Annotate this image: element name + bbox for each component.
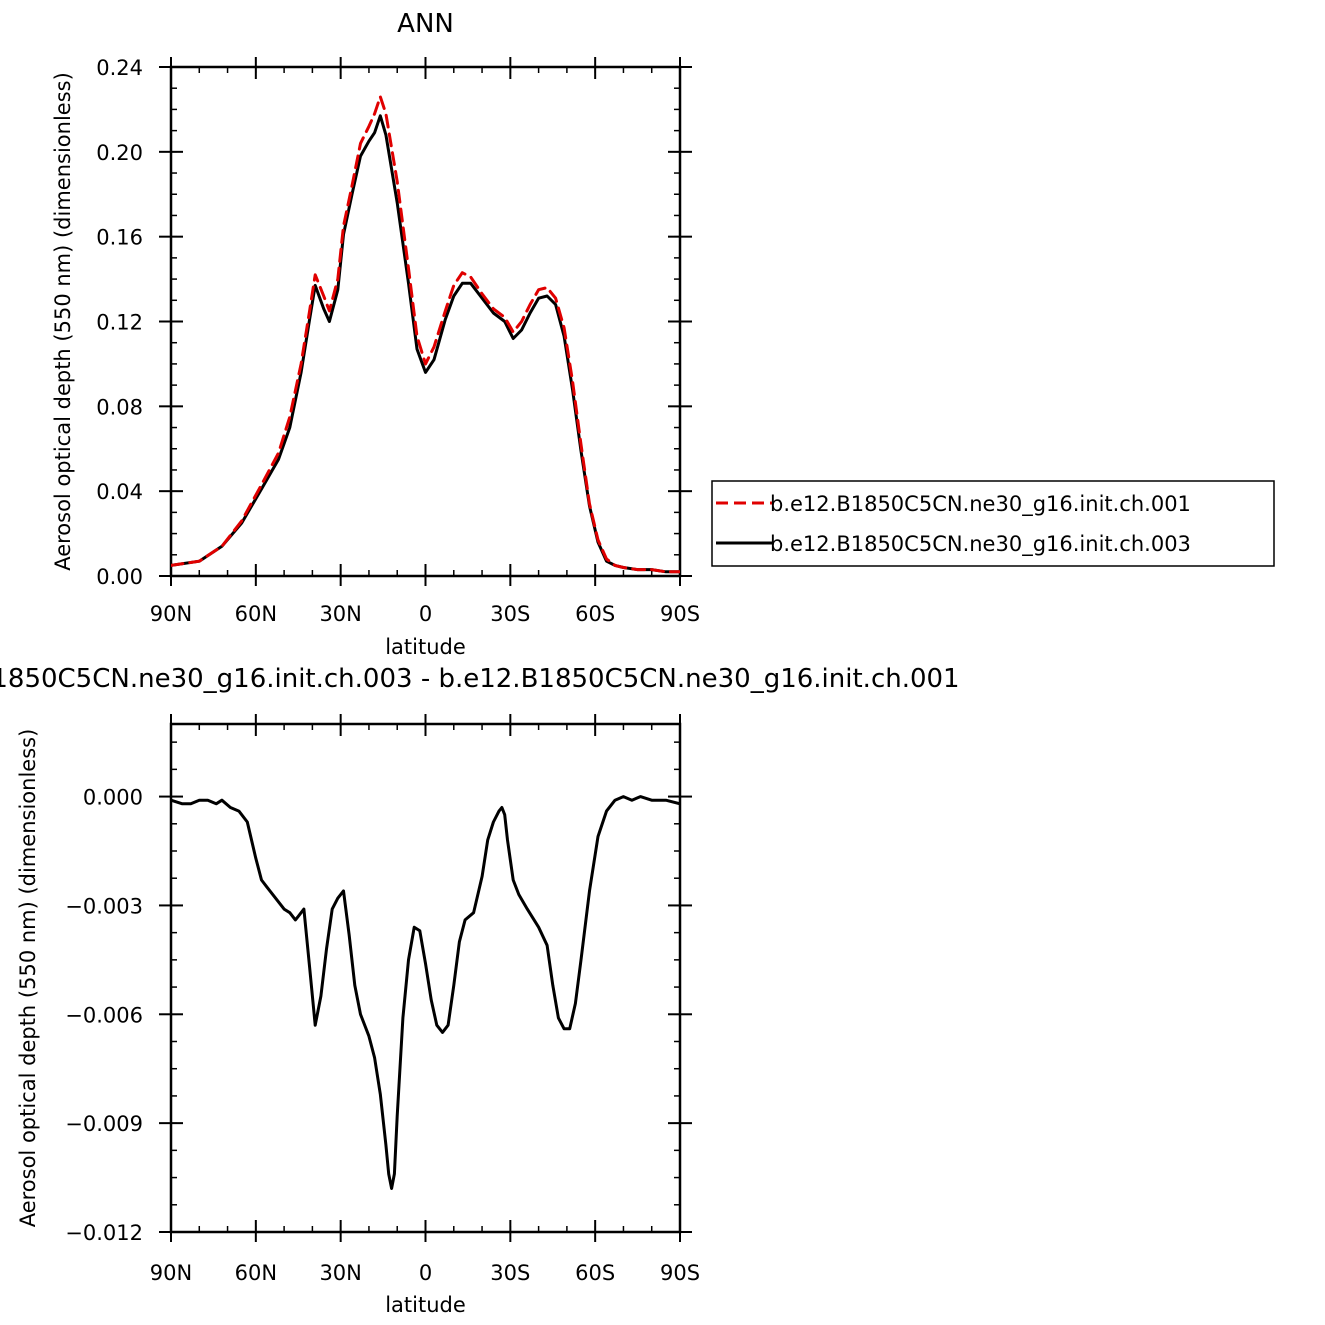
plot-frame bbox=[169, 722, 682, 1234]
x-tick-label: 60S bbox=[575, 1261, 615, 1285]
x-tick-label: 90S bbox=[660, 602, 700, 626]
chart-title: b.e12.B1850C5CN.ne30_g16.init.ch.003 - b… bbox=[0, 664, 960, 694]
y-tick-label: 0.20 bbox=[96, 141, 143, 165]
x-tick-label: 60N bbox=[235, 1261, 277, 1285]
x-tick-label: 90S bbox=[660, 1261, 700, 1285]
y-tick-label: 0.000 bbox=[83, 786, 143, 810]
y-axis-label: Aerosol optical depth (550 nm) (dimensio… bbox=[16, 729, 40, 1228]
x-tick-label: 60S bbox=[575, 602, 615, 626]
x-tick-label: 0 bbox=[419, 1261, 432, 1285]
x-axis-label: latitude bbox=[385, 635, 466, 659]
x-tick-label: 60N bbox=[235, 602, 277, 626]
y-tick-label: −0.003 bbox=[65, 894, 143, 918]
plot-frame bbox=[169, 65, 682, 578]
y-tick-label: −0.009 bbox=[65, 1112, 143, 1136]
y-axis-label: Aerosol optical depth (550 nm) (dimensio… bbox=[51, 72, 75, 571]
series-line-0 bbox=[171, 95, 680, 574]
legend-label-0: b.e12.B1850C5CN.ne30_g16.init.ch.001 bbox=[770, 492, 1191, 517]
y-tick-label: 0.16 bbox=[96, 226, 143, 250]
y-tick-label: 0.00 bbox=[96, 565, 143, 589]
series-line-0 bbox=[171, 795, 680, 1190]
y-tick-label: −0.012 bbox=[65, 1221, 143, 1245]
x-tick-label: 30S bbox=[490, 602, 530, 626]
y-tick-label: −0.006 bbox=[65, 1003, 143, 1027]
y-tick-label: 0.12 bbox=[96, 311, 143, 335]
y-tick-label: 0.08 bbox=[96, 395, 143, 419]
x-tick-label: 30N bbox=[319, 1261, 361, 1285]
y-tick-label: 0.24 bbox=[96, 56, 143, 80]
chart-title: ANN bbox=[397, 9, 454, 39]
x-tick-label: 90N bbox=[150, 602, 192, 626]
series-line-1 bbox=[171, 114, 680, 574]
x-tick-label: 0 bbox=[419, 602, 432, 626]
x-axis-label: latitude bbox=[385, 1293, 466, 1317]
y-tick-label: 0.04 bbox=[96, 480, 143, 504]
x-tick-label: 30S bbox=[490, 1261, 530, 1285]
legend-label-1: b.e12.B1850C5CN.ne30_g16.init.ch.003 bbox=[770, 532, 1191, 557]
legend-box bbox=[711, 480, 1275, 567]
x-tick-label: 90N bbox=[150, 1261, 192, 1285]
bottom-panel: 90N 60N 30N 0 30S 60S 90S 0.000 −0.003 −0.006 −0.0… bbox=[0, 664, 960, 1317]
x-tick-label: 30N bbox=[319, 602, 361, 626]
top-panel: 90N 60N 30N 0 30S 60S 90S 0.00 0.04 0.08 0.12 0.16 0… bbox=[51, 9, 1275, 659]
